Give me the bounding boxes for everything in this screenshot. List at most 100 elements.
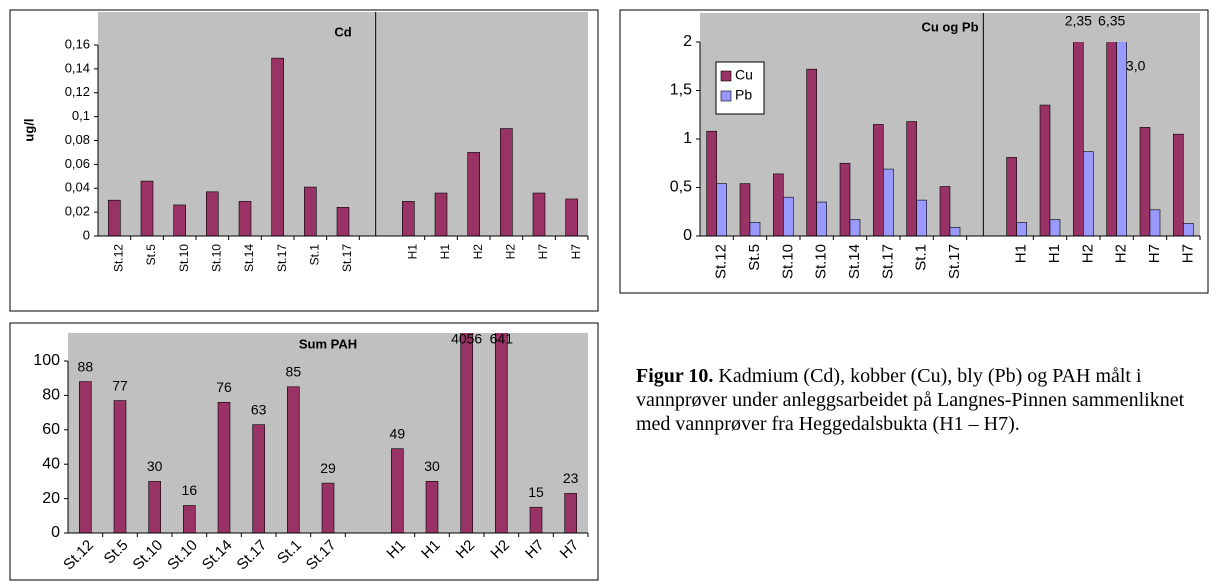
bar [749,222,761,236]
y-tick-label: 0,5 [670,179,692,196]
y-tick-label: 0,14 [65,60,90,75]
x-tick-label: St.5 [144,244,158,266]
x-tick-label: St.10 [813,244,830,279]
value-label: 29 [320,460,336,476]
bar [321,482,335,533]
value-label: 30 [424,458,440,474]
x-tick-label: St.12 [713,244,730,279]
bar [873,124,884,236]
bar [252,424,265,533]
caption-text: Kadmium (Cd), kobber (Cu), bly (Pb) og P… [636,365,1185,435]
bar [1149,209,1161,236]
bar [1106,42,1117,236]
bar [883,168,894,236]
x-tick-label: H7 [569,244,583,260]
value-label: 23 [563,470,579,486]
bar [336,207,350,237]
bar [839,162,851,236]
chart-title: Cu og Pb [921,19,978,34]
value-label: 6,35 [1098,13,1125,29]
bar [1016,222,1027,236]
y-tick-label: 0,1 [72,108,90,123]
x-tick-label: St.14 [242,244,256,272]
bar [1139,127,1151,236]
bar [434,192,448,237]
bar [532,192,546,237]
y-tick-label: 0,06 [65,156,90,171]
x-tick-label: H1 [406,244,420,260]
x-tick-label: St.14 [846,244,863,279]
value-label: 641 [490,331,514,347]
y-tick-label: 2 [683,33,692,50]
x-tick-label: H1 [438,244,452,260]
legend-label: Pb [735,87,752,103]
bar [402,201,415,237]
bar [108,199,121,237]
caption-label: Figur 10. [636,365,714,387]
x-tick-label: H1 [1046,244,1063,263]
value-label: 49 [390,425,406,441]
value-label: 88 [78,358,94,374]
x-tick-label: St.1 [913,244,930,271]
x-tick-label: St.17 [946,244,963,279]
bar [816,201,827,236]
y-tick-label: 1,5 [670,82,692,99]
bar [916,199,927,236]
x-tick-label: St.10 [779,244,796,279]
chart-title: Cd [334,24,351,39]
bar [773,173,784,236]
y-tick-label: 0,02 [65,204,90,219]
legend-swatch [720,70,732,82]
y-tick-label: 40 [42,455,60,472]
value-label: 30 [147,458,163,474]
x-tick-label: H2 [1079,244,1096,263]
bar [304,186,317,237]
bar [806,68,817,236]
bars [706,42,1194,236]
x-tick-label: St.12 [112,244,126,272]
bar [1049,219,1061,236]
bar [206,191,219,237]
bar [565,198,578,237]
bar [564,493,577,533]
x-tick-label: H2 [471,244,485,260]
value-label: 2,35 [1065,13,1092,29]
x-tick-label: H7 [1179,244,1196,263]
y-tick-label: 1 [683,130,692,147]
bar [173,204,186,237]
bar [271,57,284,237]
y-tick-label: 0,16 [65,36,90,51]
bar [529,506,543,533]
bar [739,183,751,236]
bar [1073,42,1084,236]
bar [1183,223,1194,236]
x-tick-label: St.17 [879,244,896,279]
y-tick-label: 60 [42,421,60,438]
x-tick-label: St.17 [340,244,354,272]
y-tick-label: 80 [42,387,60,404]
x-tick-label: St.10 [177,244,191,272]
bar [467,152,480,237]
bar [849,219,861,236]
y-tick-label: 0,08 [65,132,90,147]
bar [939,186,951,236]
y-tick-label: 0,04 [65,180,90,195]
legend-box [715,61,765,115]
plot-area [98,12,588,236]
value-label: 4056 [451,331,482,347]
x-tick-label: H7 [1146,244,1163,263]
bar [460,333,473,533]
bar [906,121,917,236]
bar [1173,133,1184,236]
caption: Figur 10. Kadmium (Cd), kobber (Cu), bly… [636,364,1196,436]
bar [287,386,300,533]
x-tick-label: St.5 [746,244,763,271]
bar [1006,157,1017,236]
x-tick-label: St.17 [275,244,289,272]
value-label: 3,0 [1126,58,1146,74]
bar [183,505,196,533]
bar [716,183,727,236]
y-tick-label: 0,12 [65,84,90,99]
value-label: 15 [528,484,544,500]
